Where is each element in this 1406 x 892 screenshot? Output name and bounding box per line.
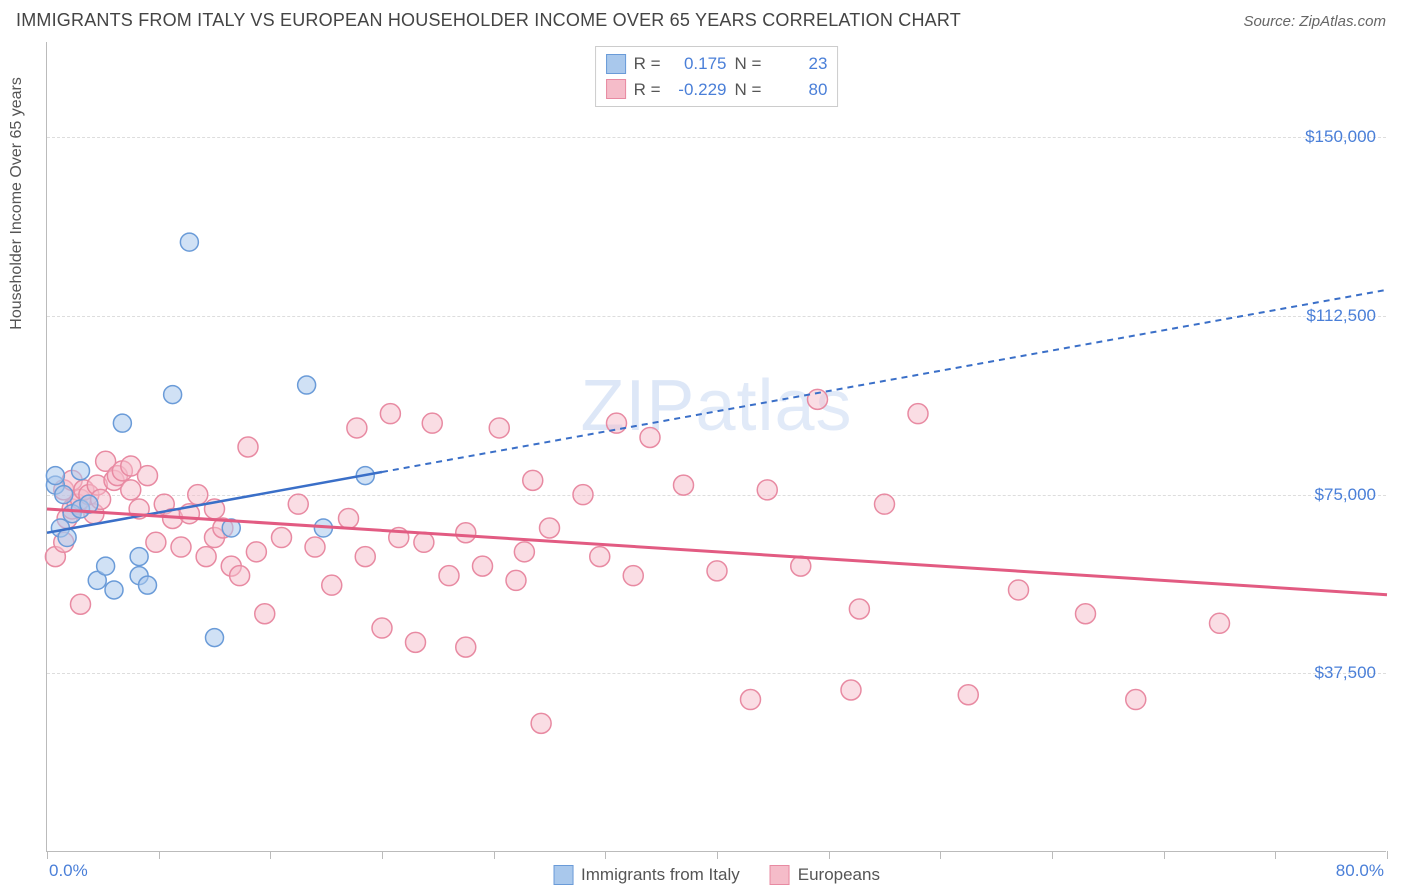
scatter-point — [1126, 690, 1146, 710]
scatter-svg — [47, 42, 1386, 851]
swatch-europeans-icon — [770, 865, 790, 885]
x-max-label: 80.0% — [1336, 861, 1384, 881]
scatter-point — [908, 404, 928, 424]
correlation-legend: R = 0.175 N = 23 R = -0.229 N = 80 — [595, 46, 839, 107]
scatter-point — [849, 599, 869, 619]
scatter-point — [414, 532, 434, 552]
y-axis-label: Householder Income Over 65 years — [8, 77, 26, 330]
scatter-point — [305, 537, 325, 557]
scatter-point — [272, 528, 292, 548]
swatch-italy-icon — [553, 865, 573, 885]
scatter-point — [875, 494, 895, 514]
scatter-point — [372, 618, 392, 638]
scatter-point — [531, 713, 551, 733]
swatch-europeans — [606, 79, 626, 99]
scatter-point — [164, 386, 182, 404]
scatter-point — [180, 233, 198, 251]
legend-item-europeans: Europeans — [770, 865, 880, 885]
scatter-point — [72, 462, 90, 480]
scatter-point — [139, 576, 157, 594]
scatter-point — [380, 404, 400, 424]
scatter-point — [46, 467, 64, 485]
scatter-point — [246, 542, 266, 562]
scatter-point — [707, 561, 727, 581]
scatter-point — [322, 575, 342, 595]
scatter-point — [55, 486, 73, 504]
legend-row-europeans: R = -0.229 N = 80 — [606, 77, 828, 103]
x-min-label: 0.0% — [49, 861, 88, 881]
legend-label-italy: Immigrants from Italy — [581, 865, 740, 885]
scatter-point — [255, 604, 275, 624]
scatter-point — [473, 556, 493, 576]
scatter-point — [958, 685, 978, 705]
scatter-point — [71, 594, 91, 614]
scatter-point — [590, 547, 610, 567]
scatter-point — [113, 414, 131, 432]
scatter-point — [238, 437, 258, 457]
scatter-point — [422, 413, 442, 433]
chart-container: Householder Income Over 65 years $37,500… — [46, 42, 1386, 852]
scatter-point — [196, 547, 216, 567]
scatter-point — [230, 566, 250, 586]
scatter-point — [741, 690, 761, 710]
swatch-italy — [606, 54, 626, 74]
scatter-point — [456, 523, 476, 543]
scatter-point — [523, 470, 543, 490]
legend-label-europeans: Europeans — [798, 865, 880, 885]
plot-area: Householder Income Over 65 years $37,500… — [46, 42, 1386, 852]
chart-header: IMMIGRANTS FROM ITALY VS EUROPEAN HOUSEH… — [0, 0, 1406, 35]
scatter-point — [130, 548, 148, 566]
scatter-point — [1210, 613, 1230, 633]
scatter-point — [674, 475, 694, 495]
scatter-point — [105, 581, 123, 599]
scatter-point — [121, 480, 141, 500]
scatter-point — [640, 427, 660, 447]
scatter-point — [406, 632, 426, 652]
scatter-point — [138, 466, 158, 486]
chart-title: IMMIGRANTS FROM ITALY VS EUROPEAN HOUSEH… — [16, 10, 961, 31]
scatter-point — [1076, 604, 1096, 624]
scatter-point — [355, 547, 375, 567]
scatter-point — [298, 376, 316, 394]
series-legend: Immigrants from Italy Europeans — [553, 865, 880, 885]
scatter-point — [489, 418, 509, 438]
scatter-point — [339, 508, 359, 528]
scatter-point — [171, 537, 191, 557]
legend-row-italy: R = 0.175 N = 23 — [606, 51, 828, 77]
scatter-point — [347, 418, 367, 438]
scatter-point — [623, 566, 643, 586]
scatter-point — [573, 485, 593, 505]
scatter-point — [514, 542, 534, 562]
scatter-point — [540, 518, 560, 538]
scatter-point — [288, 494, 308, 514]
scatter-point — [146, 532, 166, 552]
scatter-point — [1009, 580, 1029, 600]
scatter-point — [188, 485, 208, 505]
legend-item-italy: Immigrants from Italy — [553, 865, 740, 885]
scatter-point — [206, 629, 224, 647]
scatter-point — [506, 570, 526, 590]
source-attribution: Source: ZipAtlas.com — [1243, 13, 1386, 30]
scatter-point — [439, 566, 459, 586]
scatter-point — [456, 637, 476, 657]
scatter-point — [757, 480, 777, 500]
scatter-point — [97, 557, 115, 575]
scatter-point — [841, 680, 861, 700]
